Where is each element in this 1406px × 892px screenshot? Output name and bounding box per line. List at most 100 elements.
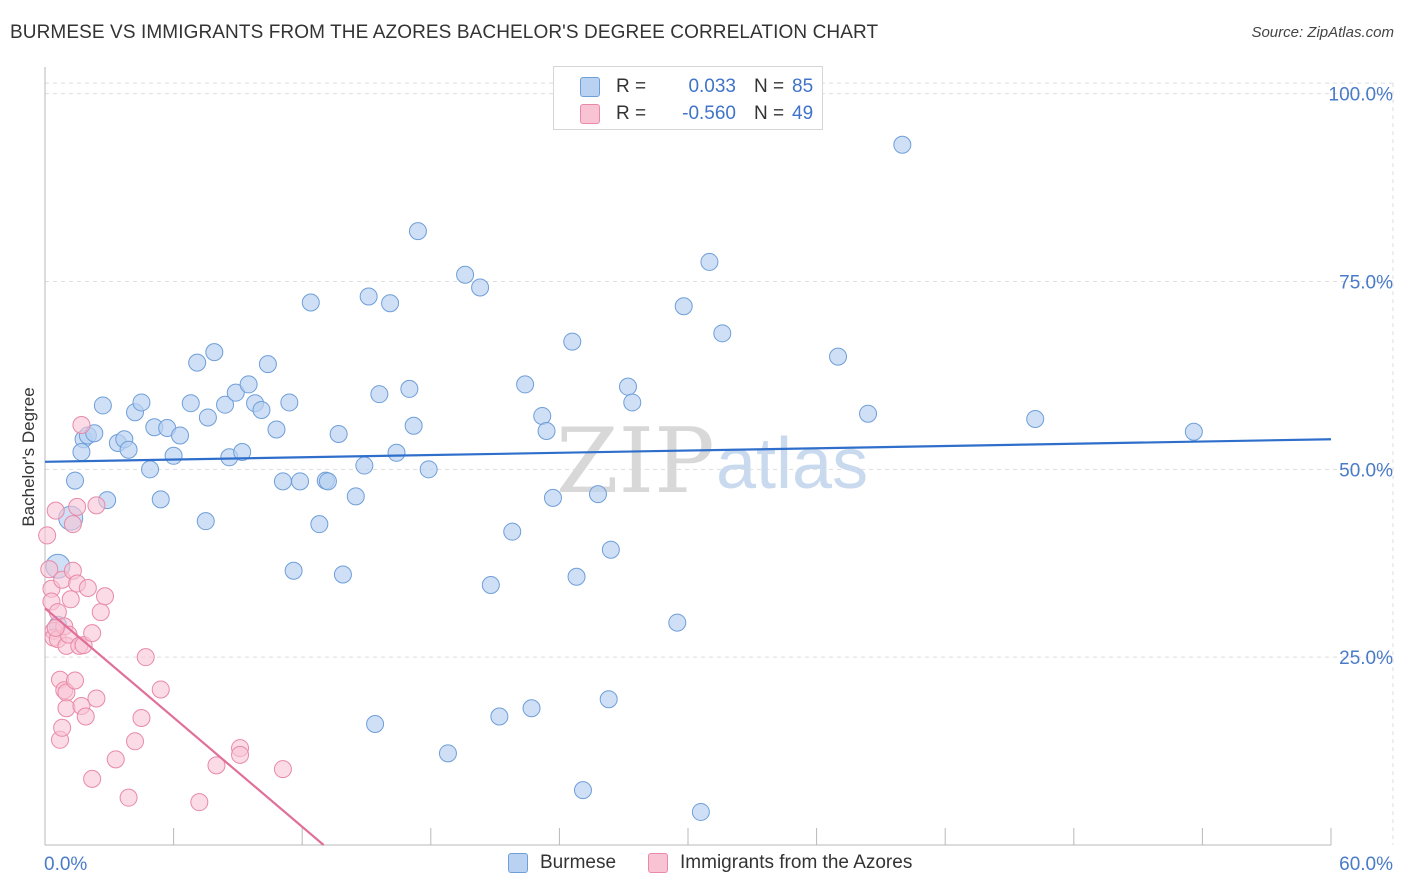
series-legend-azores: Immigrants from the Azores [648, 852, 912, 874]
burmese-point [346, 487, 365, 506]
burmese-point [1184, 422, 1203, 441]
burmese-point [216, 395, 235, 414]
azores-point [78, 579, 97, 598]
legend-row-azores: R = -0.560 N = 49 [580, 101, 813, 127]
azores-point [106, 750, 125, 769]
azores-point [151, 680, 170, 699]
burmese-point [481, 576, 500, 595]
burmese-point [196, 512, 215, 531]
azores-point [273, 760, 292, 779]
burmese-point [280, 393, 299, 412]
burmese-point [171, 426, 190, 445]
azores-point [40, 560, 59, 579]
burmese-point [408, 222, 427, 241]
burmese-point [533, 406, 552, 425]
burmese-point [404, 416, 423, 435]
burmese-point [318, 472, 337, 491]
legend-swatch-pink [580, 104, 600, 124]
azores-point [46, 501, 65, 520]
burmese-point [893, 135, 912, 154]
azores-point [119, 788, 138, 807]
burmese-point [516, 375, 535, 394]
burmese-point [503, 522, 522, 541]
azores-point [87, 496, 106, 515]
burmese-point [151, 490, 170, 509]
burmese-point [381, 294, 400, 313]
azores-point [57, 699, 76, 718]
legend-r-value: -0.560 [682, 103, 736, 124]
burmese-point [471, 278, 490, 297]
legend-n-value: 49 [792, 103, 814, 124]
azores-point [61, 590, 80, 609]
burmese-point [601, 540, 620, 559]
burmese-point [181, 394, 200, 413]
azores-point [46, 618, 65, 637]
burmese-point [1026, 409, 1045, 428]
azores-point [136, 648, 155, 667]
burmese-point [66, 471, 85, 490]
legend-n-label: N = [754, 103, 785, 124]
azores-point [132, 709, 151, 728]
series-legend-burmese: Burmese [508, 852, 616, 874]
azores-point [83, 769, 102, 788]
burmese-point [387, 443, 406, 462]
azores-point [38, 526, 57, 545]
y-axis-label: Bachelor's Degree [19, 387, 38, 526]
burmese-point [691, 802, 710, 821]
burmese-point [618, 377, 637, 396]
azores-point [190, 793, 209, 812]
grid-lines [45, 82, 1394, 845]
y-tick-label: 75.0% [1339, 272, 1393, 293]
azores-point [91, 603, 110, 622]
burmese-point [623, 393, 642, 412]
burmese-point [226, 383, 245, 402]
trend-lines [44, 438, 1332, 846]
burmese-point [188, 353, 207, 372]
legend-r-label: R = [616, 76, 647, 97]
burmese-point [456, 265, 475, 284]
burmese-point [419, 460, 438, 479]
y-tick-label: 50.0% [1339, 460, 1393, 481]
burmese-point [85, 424, 104, 443]
azores-point [72, 415, 91, 434]
burmese-point [366, 715, 385, 734]
burmese-point [400, 379, 419, 398]
burmese-point [93, 396, 112, 415]
azores-point [96, 587, 115, 606]
legend-r-label: R = [616, 103, 647, 124]
burmese-point [537, 421, 556, 440]
series-label-azores: Immigrants from the Azores [680, 852, 913, 873]
burmese-trend-line [44, 438, 1332, 463]
axes [44, 67, 1332, 846]
tick-labels: 25.0% 50.0% 75.0% 100.0% 0.0% 60.0% [44, 85, 1393, 875]
burmese-point [438, 744, 457, 763]
burmese-point [267, 420, 286, 439]
series-label-burmese: Burmese [540, 852, 617, 873]
burmese-point [588, 485, 607, 504]
azores-point [68, 497, 87, 516]
burmese-point [563, 332, 582, 351]
azores-point [83, 624, 102, 643]
burmese-point [284, 561, 303, 580]
burmese-point [700, 252, 719, 271]
x-tick-label: 60.0% [1339, 854, 1393, 875]
correlation-legend: R = 0.033 N = 85 R = -0.560 N = 49 [553, 66, 823, 130]
burmese-point [233, 443, 252, 462]
burmese-point [333, 565, 352, 584]
watermark-zip: ZIP [556, 409, 715, 514]
legend-swatch-blue [580, 77, 600, 97]
burmese-point [252, 400, 271, 419]
azores-point [207, 756, 226, 775]
burmese-point [829, 347, 848, 366]
legend-row-burmese: R = 0.033 N = 85 [580, 74, 813, 100]
y-tick-label: 25.0% [1339, 648, 1393, 669]
burmese-point [573, 781, 592, 800]
burmese-point [543, 488, 562, 507]
series-legend: Burmese Immigrants from the Azores [508, 852, 944, 874]
burmese-point [164, 446, 183, 465]
burmese-point [72, 443, 91, 462]
azores-point [63, 515, 82, 534]
burmese-point [205, 343, 224, 362]
watermark: ZIP atlas [556, 409, 868, 514]
azores-point [76, 707, 95, 726]
